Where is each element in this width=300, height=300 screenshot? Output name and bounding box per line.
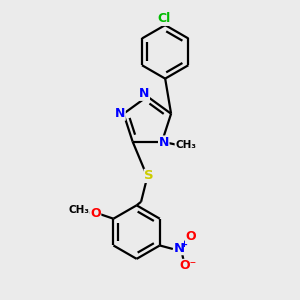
Text: N: N: [115, 107, 125, 120]
Text: N: N: [174, 242, 185, 255]
Text: N: N: [139, 87, 149, 100]
Text: CH₃: CH₃: [175, 140, 196, 150]
Text: CH₃: CH₃: [68, 205, 89, 215]
Text: +: +: [181, 240, 188, 249]
Text: Cl: Cl: [158, 12, 171, 25]
Text: O⁻: O⁻: [179, 260, 197, 272]
Text: N: N: [159, 136, 169, 149]
Text: S: S: [144, 169, 154, 182]
Text: O: O: [185, 230, 196, 243]
Text: O: O: [90, 207, 101, 220]
